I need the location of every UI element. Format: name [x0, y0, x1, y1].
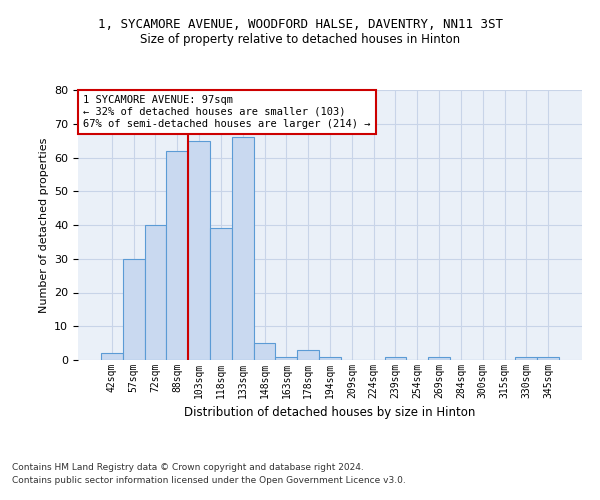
Bar: [275, 356, 297, 360]
Y-axis label: Number of detached properties: Number of detached properties: [38, 138, 49, 312]
Bar: [428, 356, 450, 360]
Bar: [515, 356, 537, 360]
Text: 1, SYCAMORE AVENUE, WOODFORD HALSE, DAVENTRY, NN11 3ST: 1, SYCAMORE AVENUE, WOODFORD HALSE, DAVE…: [97, 18, 503, 30]
Text: 1 SYCAMORE AVENUE: 97sqm
← 32% of detached houses are smaller (103)
67% of semi-: 1 SYCAMORE AVENUE: 97sqm ← 32% of detach…: [83, 96, 371, 128]
Bar: [319, 356, 341, 360]
Bar: [145, 225, 166, 360]
Bar: [123, 259, 145, 360]
Bar: [101, 353, 123, 360]
Bar: [254, 343, 275, 360]
Bar: [385, 356, 406, 360]
Bar: [232, 137, 254, 360]
Bar: [210, 228, 232, 360]
Bar: [166, 151, 188, 360]
Bar: [188, 140, 210, 360]
X-axis label: Distribution of detached houses by size in Hinton: Distribution of detached houses by size …: [184, 406, 476, 420]
Text: Size of property relative to detached houses in Hinton: Size of property relative to detached ho…: [140, 32, 460, 46]
Text: Contains HM Land Registry data © Crown copyright and database right 2024.: Contains HM Land Registry data © Crown c…: [12, 464, 364, 472]
Text: Contains public sector information licensed under the Open Government Licence v3: Contains public sector information licen…: [12, 476, 406, 485]
Bar: [537, 356, 559, 360]
Bar: [297, 350, 319, 360]
